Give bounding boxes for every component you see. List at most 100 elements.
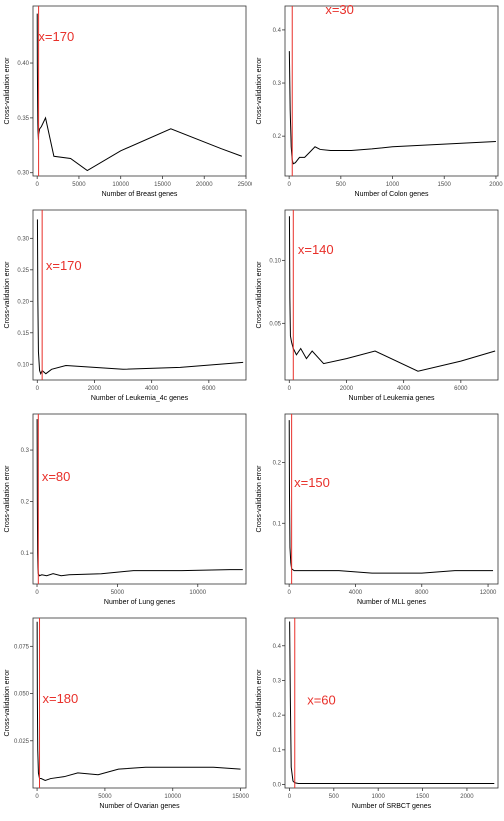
x-axis-label: Number of Leukemia genes xyxy=(349,395,435,402)
y-tick-label: 0.1 xyxy=(21,551,30,557)
x-tick-label: 0 xyxy=(288,386,292,392)
x-tick-label: 2000 xyxy=(489,182,503,188)
x-axis-label: Number of SRBCT genes xyxy=(352,803,432,810)
y-tick-label: 0.3 xyxy=(273,678,282,684)
plot-frame xyxy=(32,617,247,789)
x-tick-label: 4000 xyxy=(145,386,159,392)
series-line xyxy=(288,216,496,372)
x-tick-label: 4000 xyxy=(349,590,363,596)
x-tick-label: 500 xyxy=(336,182,347,188)
vline-annotation: x=180 xyxy=(42,691,78,706)
x-tick-label: 5000 xyxy=(72,182,86,188)
y-axis-label: Cross-validation error xyxy=(4,261,11,329)
x-tick-label: 12000 xyxy=(480,590,497,596)
x-tick-label: 8000 xyxy=(415,590,429,596)
x-tick-label: 1000 xyxy=(372,794,386,800)
chart-panel-6: 0 4000 8000 12000 0.1 0.2 Number of MLL genes C… xyxy=(252,408,504,612)
y-tick-label: 0.2 xyxy=(273,713,282,719)
y-tick-label: 0.4 xyxy=(273,644,282,650)
x-tick-label: 15000 xyxy=(154,182,171,188)
y-tick-label: 0.3 xyxy=(21,448,30,454)
chart-panel-4: 0 2000 4000 6000 0.05 0.10 Number of Leukemia … xyxy=(252,204,504,408)
vline-annotation: x=140 xyxy=(298,242,334,257)
vline-annotation: x=170 xyxy=(46,258,82,273)
x-tick-label: 0 xyxy=(36,182,40,188)
y-tick-label: 0.15 xyxy=(17,331,29,337)
y-tick-label: 0.10 xyxy=(269,258,281,264)
x-tick-label: 4000 xyxy=(397,386,411,392)
y-tick-label: 0.30 xyxy=(17,171,29,177)
y-axis-label: Cross-validation error xyxy=(256,465,263,533)
x-tick-label: 5000 xyxy=(111,590,125,596)
x-tick-label: 10000 xyxy=(112,182,129,188)
vline-annotation: x=150 xyxy=(294,475,330,490)
x-tick-label: 6000 xyxy=(202,386,216,392)
series-line xyxy=(36,621,241,781)
chart-panel-5: 0 5000 10000 0.1 0.2 0.3 Number of Lung genes C… xyxy=(0,408,252,612)
x-tick-label: 0 xyxy=(35,794,39,800)
series-line xyxy=(36,219,244,376)
chart-svg: 0 5000 10000 15000 0.025 0.050 0.075 Number of … xyxy=(4,617,250,810)
x-tick-label: 10000 xyxy=(189,590,206,596)
chart-svg: 0 2000 4000 6000 0.10 0.15 0.20 0.25 0.30 Number … xyxy=(4,209,247,402)
y-tick-label: 0.25 xyxy=(17,268,29,274)
chart-panel-2: 0 500 1000 1500 2000 0.2 0.3 0.4 Number of Colon… xyxy=(252,0,504,204)
chart-svg: 0 5000 10000 0.1 0.2 0.3 Number of Lung genes C… xyxy=(4,413,247,606)
x-tick-label: 0 xyxy=(36,386,40,392)
chart-svg: 0 4000 8000 12000 0.1 0.2 Number of MLL genes C… xyxy=(256,413,499,606)
x-axis-label: Number of Leukemia_4c genes xyxy=(91,395,189,402)
y-axis-label: Cross-validation error xyxy=(4,465,11,533)
chart-panel-7: 0 5000 10000 15000 0.025 0.050 0.075 Number of … xyxy=(0,612,252,816)
plot-frame xyxy=(32,413,247,585)
x-tick-label: 500 xyxy=(329,794,340,800)
x-tick-label: 1500 xyxy=(416,794,430,800)
series-line xyxy=(288,420,494,574)
chart-panel-3: 0 2000 4000 6000 0.10 0.15 0.20 0.25 0.30 Number … xyxy=(0,204,252,408)
plot-frame xyxy=(284,5,499,177)
y-tick-label: 0.025 xyxy=(14,739,30,745)
y-tick-label: 0.20 xyxy=(17,299,29,305)
series-line xyxy=(36,419,243,577)
chart-svg: 0 500 1000 1500 2000 0.0 0.1 0.2 0.3 0.4 Number of… xyxy=(256,617,499,810)
y-tick-label: 0.1 xyxy=(273,748,282,754)
plot-frame xyxy=(284,209,499,381)
chart-svg: 0 500 1000 1500 2000 0.2 0.3 0.4 Number of Colon… xyxy=(256,2,503,198)
vline-annotation: x=30 xyxy=(325,2,354,17)
x-tick-label: 5000 xyxy=(98,794,112,800)
series-line xyxy=(288,51,496,165)
plot-frame xyxy=(284,413,499,585)
x-axis-label: Number of Lung genes xyxy=(104,599,176,606)
x-tick-label: 10000 xyxy=(164,794,181,800)
chart-svg: 0 2000 4000 6000 0.05 0.10 Number of Leukemia … xyxy=(256,209,499,402)
y-axis-label: Cross-validation error xyxy=(4,57,11,125)
plot-frame xyxy=(284,617,499,789)
plot-frame xyxy=(32,5,247,177)
x-tick-label: 0 xyxy=(35,590,39,596)
vline-annotation: x=80 xyxy=(42,469,71,484)
y-tick-label: 0.05 xyxy=(269,321,281,327)
y-tick-label: 0.050 xyxy=(14,692,30,698)
x-axis-label: Number of Breast genes xyxy=(102,191,178,198)
x-axis-label: Number of MLL genes xyxy=(357,599,426,606)
y-tick-label: 0.2 xyxy=(273,134,282,140)
y-tick-label: 0.0 xyxy=(273,783,282,789)
chart-panel-8: 0 500 1000 1500 2000 0.0 0.1 0.2 0.3 0.4 Number of… xyxy=(252,612,504,816)
x-tick-label: 2000 xyxy=(88,386,102,392)
x-tick-label: 1000 xyxy=(386,182,400,188)
x-tick-label: 0 xyxy=(287,590,291,596)
y-tick-label: 0.35 xyxy=(17,116,29,122)
y-tick-label: 0.3 xyxy=(273,81,282,87)
x-tick-label: 2000 xyxy=(460,794,474,800)
x-tick-label: 2000 xyxy=(340,386,354,392)
x-tick-label: 15000 xyxy=(232,794,249,800)
series-line xyxy=(289,621,495,784)
y-tick-label: 0.40 xyxy=(17,61,29,67)
vline-annotation: x=170 xyxy=(38,29,74,44)
vline-annotation: x=60 xyxy=(307,693,336,708)
y-tick-label: 0.4 xyxy=(273,28,282,34)
y-tick-label: 0.2 xyxy=(21,500,30,506)
